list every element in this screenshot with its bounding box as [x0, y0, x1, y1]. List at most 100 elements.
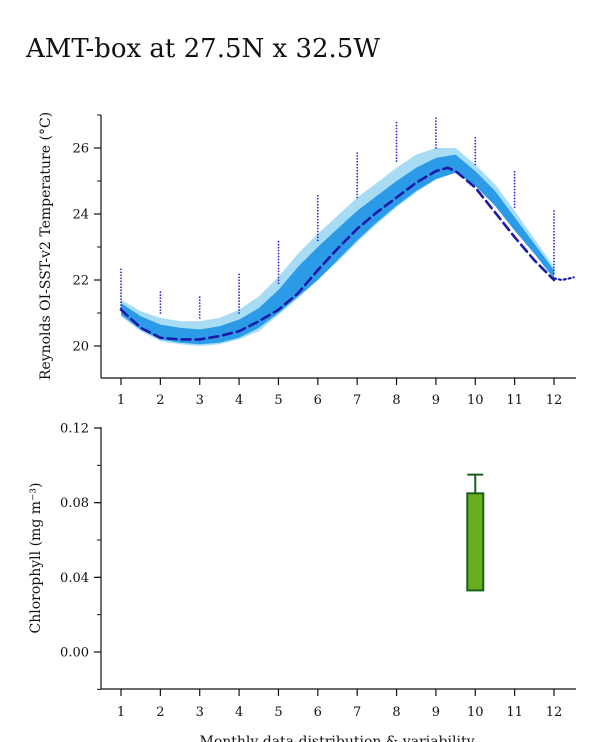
sst-x-tick-label: 11 [506, 393, 523, 408]
chlorophyll-y-tick-label: 0.08 [60, 496, 89, 511]
sst-data-point [513, 176, 516, 179]
sst-data-point [277, 255, 280, 258]
sst-monthly-points [120, 117, 555, 319]
sst-data-point [553, 269, 555, 272]
sst-data-point [553, 245, 555, 248]
sst-data-point [553, 254, 555, 257]
sst-data-point [159, 312, 162, 314]
sst-data-point [316, 233, 319, 236]
sst-data-point [553, 272, 555, 275]
sst-data-point [395, 157, 398, 160]
sst-data-point [316, 218, 319, 221]
sst-data-point [356, 187, 359, 190]
sst-data-point [238, 282, 241, 285]
sst-data-point [120, 271, 122, 274]
sst-month-points [238, 273, 241, 314]
sst-y-tick-label: 24 [72, 208, 89, 223]
sst-data-point [553, 236, 555, 239]
chlorophyll-x-tick-label: 9 [432, 705, 440, 720]
sst-data-point [553, 228, 555, 230]
sst-data-point [474, 148, 477, 151]
chlorophyll-x-tick-label: 6 [314, 705, 322, 720]
sst-data-point [553, 233, 555, 236]
sst-data-point [356, 178, 359, 181]
sst-data-point [238, 291, 241, 294]
sst-month-points [198, 296, 201, 319]
sst-data-point [159, 294, 162, 297]
chlorophyll-x-tick-label: 2 [156, 705, 164, 720]
sst-data-point [238, 294, 241, 297]
sst-data-point [435, 117, 437, 120]
sst-data-point [513, 188, 516, 191]
sst-data-point [356, 161, 359, 163]
sst-data-point [277, 252, 280, 255]
chlorophyll-bars [466, 473, 485, 592]
sst-data-point [395, 124, 398, 127]
sst-data-point [553, 239, 555, 242]
sst-data-point [553, 248, 555, 251]
sst-y-tick-label: 26 [72, 142, 89, 157]
sst-data-point [395, 151, 398, 154]
chlorophyll-x-tick-label: 1 [117, 705, 125, 720]
sst-data-point [159, 306, 162, 308]
sst-data-point [316, 236, 319, 239]
sst-data-point [553, 230, 555, 233]
sst-data-point [395, 127, 398, 130]
sst-data-point [356, 190, 359, 193]
sst-data-point [356, 166, 359, 169]
sst-month-points [395, 121, 398, 163]
chlorophyll-bar [466, 492, 485, 592]
sst-x-tick-label: 5 [274, 393, 282, 408]
sst-data-point [238, 297, 241, 300]
sst-x-tick-label: 2 [156, 393, 164, 408]
sst-data-point [198, 317, 201, 319]
sst-data-point [159, 303, 162, 305]
sst-data-point [120, 298, 122, 300]
sst-data-point [238, 276, 241, 279]
sst-data-point [435, 120, 437, 123]
sst-x-tick-label: 9 [432, 393, 440, 408]
sst-data-point [513, 200, 516, 203]
sst-data-point [198, 311, 201, 313]
sst-data-point [356, 181, 359, 184]
sst-data-point [435, 138, 437, 141]
sst-data-point [316, 227, 319, 230]
sst-data-point [395, 154, 398, 157]
sst-data-point [277, 246, 280, 249]
sst-data-point [474, 142, 477, 145]
sst-x-tick-label: 3 [196, 393, 204, 408]
sst-data-point [513, 206, 516, 209]
sst-data-point [356, 158, 359, 160]
sst-data-point [435, 147, 437, 149]
sst-y-tick-label: 22 [72, 274, 89, 289]
sst-data-point [159, 300, 162, 302]
sst-data-point [395, 121, 398, 124]
sst-data-point [356, 184, 359, 187]
sst-data-point [553, 242, 555, 245]
sst-data-point [316, 221, 319, 224]
sst-data-point [553, 216, 555, 218]
sst-x-tick-label: 10 [467, 393, 484, 408]
sst-data-point [120, 286, 122, 289]
sst-data-point [238, 303, 241, 305]
sst-month-points [159, 291, 162, 314]
sst-data-point [474, 151, 477, 154]
sst-data-point [120, 268, 122, 271]
sst-data-point [238, 285, 241, 288]
sst-month-points [316, 195, 319, 242]
chlorophyll-y-tick-label: 0.12 [60, 422, 89, 437]
sst-data-point [395, 133, 398, 136]
sst-data-point [277, 249, 280, 252]
sst-data-point [553, 210, 555, 212]
sst-data-point [277, 243, 280, 246]
sst-x-tick-label: 4 [235, 393, 243, 408]
sst-data-point [198, 314, 201, 316]
sst-climatology-mean-line [119, 166, 556, 341]
sst-data-point [316, 215, 319, 218]
sst-data-point [553, 260, 555, 263]
sst-data-point [316, 200, 319, 203]
sst-data-point [513, 170, 516, 173]
sst-data-point [277, 270, 280, 273]
sst-data-point [238, 273, 241, 276]
sst-data-point [395, 130, 398, 133]
